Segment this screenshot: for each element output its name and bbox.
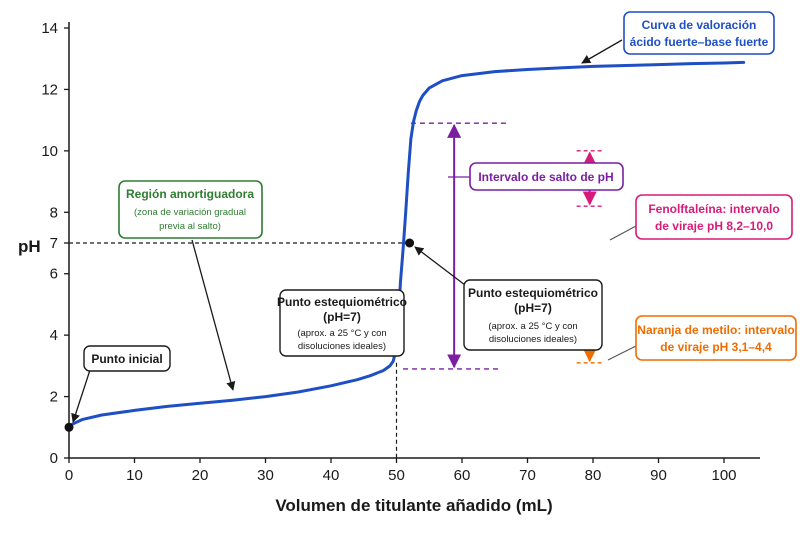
- x-axis-title: Volumen de titulante añadido (mL): [275, 496, 552, 515]
- y-tick-label: 8: [50, 204, 58, 221]
- curve-title-arrow: [581, 39, 623, 64]
- x-tick-label: 70: [519, 467, 536, 484]
- initial-point: [64, 422, 74, 432]
- y-tick-label: 10: [41, 143, 58, 160]
- buffer-title: Región amortiguadora: [126, 187, 254, 201]
- x-ticks: 0 10 20 30 40 50 60 70 80 90 100: [65, 458, 737, 484]
- titration-curve-line: [67, 60, 746, 429]
- x-tick-label: 40: [323, 467, 340, 484]
- curve-title-line1: Curva de valoración: [642, 18, 757, 32]
- curve-title-callout: Curva de valoración ácido fuerte–base fu…: [623, 11, 775, 55]
- buffer-arrow: [191, 239, 236, 391]
- y-ticks: 0 2 4 6 7 8 10 12 14: [41, 20, 69, 467]
- equiv-right-sub-line1: (aprox. a 25 °C y con: [488, 321, 577, 332]
- phenol-connector: [609, 225, 637, 241]
- y-tick-label: 4: [50, 327, 58, 344]
- equivalence-point: [405, 238, 415, 248]
- x-tick-label: 30: [257, 467, 274, 484]
- phenol-line2: de viraje pH 8,2–10,0: [655, 219, 773, 233]
- x-tick-label: 50: [388, 467, 405, 484]
- y-tick-label: 2: [50, 389, 58, 406]
- y-tick-label: 0: [50, 450, 58, 467]
- x-tick-label: 100: [711, 467, 736, 484]
- initial-label: Punto inicial: [91, 352, 162, 366]
- buffer-sub-line2: previa al salto): [159, 221, 221, 232]
- x-tick-label: 0: [65, 467, 73, 484]
- x-tick-label: 10: [126, 467, 143, 484]
- equiv-left-callout: Punto estequiométrico (pH=7) (aprox. a 2…: [277, 289, 407, 357]
- methyl-connector: [607, 345, 637, 361]
- methyl-callout: Naranja de metilo: intervalo de viraje p…: [635, 315, 797, 361]
- jump-label: Intervalo de salto de pH: [478, 170, 613, 184]
- y-tick-label: 12: [41, 81, 58, 98]
- methyl-line1: Naranja de metilo: intervalo: [637, 323, 794, 337]
- equiv-left-sub-line2: disoluciones ideales): [298, 341, 386, 352]
- phenol-callout: Fenolftaleína: intervalo de viraje pH 8,…: [635, 194, 793, 240]
- equiv-right-sub-line2: disoluciones ideales): [489, 334, 577, 345]
- initial-callout: Punto inicial: [83, 345, 171, 372]
- equiv-right-callout: Punto estequiométrico (pH=7) (aprox. a 2…: [463, 279, 603, 351]
- x-tick-label: 80: [585, 467, 602, 484]
- x-tick-label: 60: [454, 467, 471, 484]
- equiv-left-title-line1: Punto estequiométrico: [277, 295, 407, 309]
- y-axis-title: pH: [18, 237, 41, 256]
- equiv-right-title-line1: Punto estequiométrico: [468, 286, 598, 300]
- curve-title-line2: ácido fuerte–base fuerte: [630, 35, 769, 49]
- methyl-line2: de viraje pH 3,1–4,4: [660, 340, 772, 354]
- equiv-right-title-line2: (pH=7): [514, 301, 552, 315]
- equiv-right-arrow: [414, 246, 466, 286]
- buffer-callout: Región amortiguadora (zona de variación …: [118, 180, 263, 239]
- initial-arrow: [71, 369, 91, 423]
- equiv-left-sub-line1: (aprox. a 25 °C y con: [297, 328, 386, 339]
- y-tick-label: 7: [50, 235, 58, 252]
- y-tick-label: 14: [41, 20, 58, 37]
- x-tick-label: 90: [650, 467, 667, 484]
- equiv-left-title-line2: (pH=7): [323, 310, 361, 324]
- x-tick-label: 20: [192, 467, 209, 484]
- phenol-line1: Fenolftaleína: intervalo: [648, 202, 779, 216]
- buffer-sub-line1: (zona de variación gradual: [134, 207, 246, 218]
- jump-callout: Intervalo de salto de pH: [469, 162, 624, 191]
- y-tick-label: 6: [50, 266, 58, 283]
